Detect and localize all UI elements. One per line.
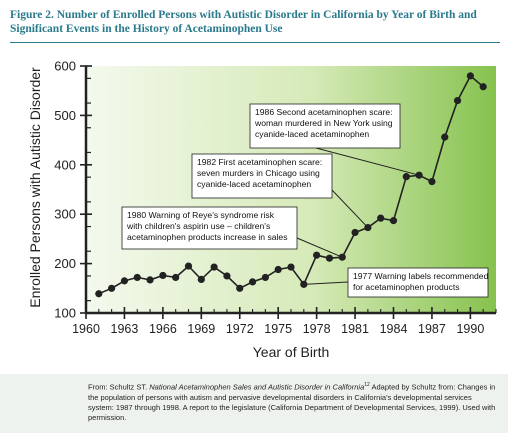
y-tick-label: 500: [54, 108, 76, 123]
data-point: [325, 254, 334, 262]
data-point: [210, 263, 218, 271]
annotation-text: cyanide-laced acetaminophen: [255, 129, 369, 139]
data-point: [236, 284, 244, 292]
annotation-text: 1986 Second acetaminophen scare:: [255, 107, 393, 117]
annotation-text: woman murdered in New York using: [254, 118, 393, 128]
annotation-leader: [331, 189, 369, 228]
x-tick-label: 1966: [149, 322, 177, 336]
annotation-box: [121, 206, 298, 250]
data-point: [287, 263, 295, 271]
annotation-text: seven murders in Chicago using: [197, 168, 320, 178]
data-point: [197, 275, 205, 284]
y-tick-label: 600: [54, 59, 76, 74]
data-point: [441, 133, 449, 141]
source-note: From: Schultz ST. National Acetaminophen…: [88, 380, 498, 423]
title-rule: [10, 42, 500, 43]
x-tick-label: 1981: [341, 322, 369, 336]
data-point: [172, 273, 180, 282]
data-point: [389, 217, 398, 225]
x-tick-label: 1987: [418, 322, 446, 336]
figure-title-line2: Events in the History of Acetaminophen U…: [65, 23, 283, 35]
annotation-text: 1977 Warning labels recommended: [353, 271, 489, 281]
annotation-text: for acetaminophen products: [353, 282, 460, 292]
data-point: [479, 83, 487, 91]
y-tick-label: 200: [54, 256, 76, 271]
data-point: [108, 284, 116, 292]
data-point: [261, 273, 269, 282]
x-axis-label: Year of Birth: [253, 344, 330, 360]
x-tick-label: 1972: [226, 322, 254, 336]
source-italic: National Acetaminophen Sales and Autisti…: [149, 382, 365, 392]
data-point: [351, 228, 359, 237]
data-point: [159, 271, 167, 280]
annotation-text: cyanide-laced acetaminophen: [197, 179, 311, 189]
data-point: [120, 277, 129, 285]
data-point: [95, 290, 103, 298]
data-point: [184, 262, 193, 270]
source-rest: Adapted by Schultz from: Changes in the …: [88, 382, 496, 422]
data-point: [133, 273, 141, 282]
data-point: [453, 96, 462, 105]
data-point: [146, 276, 154, 284]
y-tick-label: 400: [54, 157, 76, 172]
data-point: [248, 278, 257, 286]
annotation-text: with children's aspirin use – children's: [126, 221, 270, 231]
data-point: [377, 214, 385, 222]
y-tick-label: 300: [54, 207, 76, 222]
annotation-box: [191, 153, 333, 199]
figure-title: Figure 2. Number of Enrolled Persons wit…: [10, 8, 500, 36]
data-point: [274, 265, 282, 274]
annotation-text: acetaminophen products increase in sales: [127, 232, 288, 242]
source-background: [0, 374, 508, 433]
annotation-leader: [315, 147, 420, 176]
data-point: [313, 251, 321, 259]
x-tick-label: 1963: [111, 322, 139, 336]
source-sup: 12: [364, 382, 370, 388]
x-tick-label: 1978: [303, 322, 331, 336]
annotation-leader: [303, 281, 349, 285]
annotation-box: [249, 103, 401, 149]
annotation-leader: [296, 237, 343, 258]
x-tick-label: 1969: [187, 322, 215, 336]
y-tick-label: 100: [54, 306, 76, 321]
annotation-text: 1982 First acetaminophen scare:: [197, 157, 322, 167]
annotation-text: 1980 Warning of Reye's syndrome risk: [127, 210, 275, 220]
x-tick-label: 1990: [456, 322, 484, 336]
annotation-box: [347, 267, 489, 298]
data-point: [402, 173, 410, 181]
x-tick-label: 1975: [264, 322, 292, 336]
data-point: [223, 272, 231, 280]
y-axis-label: Enrolled Persons with Autistic Disorder: [27, 67, 43, 308]
data-point: [428, 177, 436, 186]
x-tick-label: 1960: [72, 322, 100, 336]
source-prefix: From: Schultz ST.: [88, 382, 150, 392]
figure-title-line1: Figure 2. Number of Enrolled Persons wit…: [10, 9, 477, 35]
x-tick-label: 1984: [380, 322, 408, 336]
data-point: [466, 72, 474, 80]
